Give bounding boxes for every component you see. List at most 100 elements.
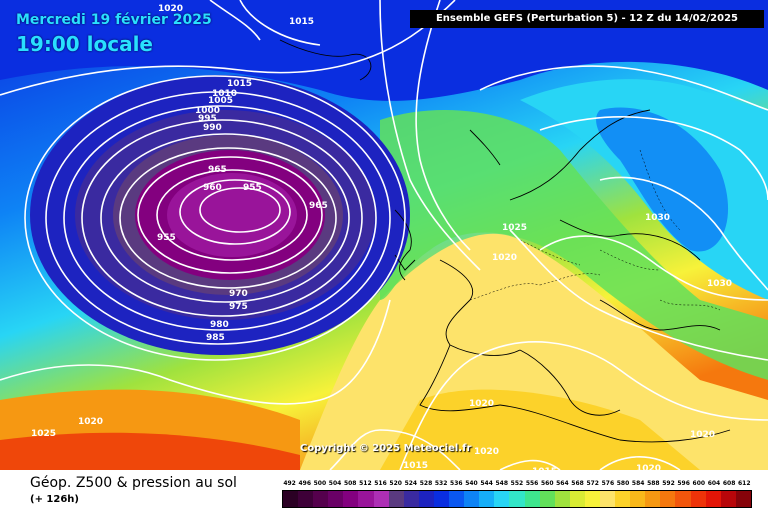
- isobar-label: 970: [229, 289, 248, 299]
- warm-belt-red: [0, 432, 300, 470]
- scale-value-label: 532: [434, 480, 448, 487]
- isobar-label: 955: [243, 183, 262, 193]
- scale-swatch: [479, 491, 495, 507]
- scale-swatch: [584, 491, 600, 507]
- model-run-label: Ensemble GEFS (Perturbation 5) - 12 Z du…: [410, 10, 764, 28]
- isobar-label: 990: [203, 123, 222, 133]
- cold-core-east: [596, 107, 729, 252]
- scale-swatch: [358, 491, 374, 507]
- color-scale-swatches: [282, 490, 752, 508]
- scale-swatch: [539, 491, 555, 507]
- scale-swatch: [720, 491, 736, 507]
- forecast-time: 19:00 locale: [16, 32, 153, 56]
- scale-value-label: 560: [540, 480, 554, 487]
- isobar-label: 995: [198, 114, 217, 124]
- legend-subtitle: (+ 126h): [30, 494, 79, 505]
- isobar-label: 965: [208, 165, 227, 175]
- isobar-label: 1020: [492, 253, 517, 263]
- isobar-label: 1020: [158, 4, 183, 14]
- scale-value-label: 568: [571, 480, 584, 487]
- scale-swatch: [433, 491, 450, 507]
- copyright-notice: Copyright © 2025 Meteociel.fr: [300, 443, 472, 454]
- scale-swatch: [388, 491, 404, 507]
- scale-value-label: 552: [510, 480, 524, 487]
- scale-swatch: [735, 491, 751, 507]
- isobar-label: 1000: [195, 106, 220, 116]
- forecast-date: Mercredi 19 février 2025: [16, 12, 212, 28]
- isobar-label: 965: [309, 201, 328, 211]
- scale-value-label: 572: [586, 480, 599, 487]
- scale-value-label: 496: [298, 480, 311, 487]
- scale-value-label: 500: [313, 480, 327, 487]
- color-scale: 492 496 500 504 508 512 516 520 524 528 532 536 540 5…: [282, 478, 752, 508]
- scale-value-label: 556: [525, 480, 539, 487]
- isobar-label: 1015: [289, 17, 314, 27]
- scale-swatch: [449, 491, 465, 507]
- isobars: [0, 0, 768, 470]
- isobar-label: 1020: [469, 399, 494, 409]
- scale-swatch: [373, 491, 389, 507]
- isobar-label: 1015: [227, 79, 252, 89]
- scale-swatch: [464, 491, 480, 507]
- isobar-label: 975: [229, 302, 248, 312]
- isobar-label: 1030: [645, 213, 670, 223]
- legend-title: Géop. Z500 & pression au sol: [30, 475, 237, 491]
- isobar-label: 1020: [474, 447, 499, 457]
- isobar-label: 955: [157, 233, 176, 243]
- scale-swatch: [283, 491, 299, 507]
- scale-value-label: 576: [601, 480, 615, 487]
- isobar-label: 960: [203, 183, 222, 193]
- color-scale-labels: 492 496 500 504 508 512 516 520 524 528 532 536 540 5…: [282, 478, 752, 490]
- scale-swatch: [494, 491, 510, 507]
- scale-swatch: [328, 491, 344, 507]
- borders: [469, 149, 721, 311]
- scale-value-label: 588: [647, 480, 660, 487]
- scale-swatch: [645, 491, 661, 507]
- legend-footer: Géop. Z500 & pression au sol (+ 126h) 49…: [0, 470, 768, 512]
- isobar-label: 1005: [208, 96, 233, 106]
- scale-swatch: [569, 491, 585, 507]
- scale-value-label: 520: [389, 480, 402, 487]
- isobar-label: 985: [206, 333, 225, 343]
- scale-value-label: 604: [707, 480, 721, 487]
- scale-swatch: [705, 491, 721, 507]
- scale-value-label: 540: [465, 480, 478, 487]
- scale-value-label: 508: [343, 480, 357, 487]
- scale-value-label: 612: [738, 480, 751, 487]
- scale-swatch: [660, 491, 676, 507]
- scale-swatch: [313, 491, 329, 507]
- green-band: [380, 110, 768, 380]
- scale-swatch: [599, 491, 616, 507]
- scale-value-label: 536: [450, 480, 463, 487]
- scale-swatch: [554, 491, 570, 507]
- scale-swatch: [418, 491, 434, 507]
- isobar-label: 1010: [212, 89, 237, 99]
- scale-value-label: 512: [359, 480, 372, 487]
- orange-south: [380, 389, 700, 470]
- scale-swatch: [509, 491, 525, 507]
- scale-swatch: [690, 491, 706, 507]
- isobar-label: 1025: [502, 223, 527, 233]
- geopotential-map: 1020 1015 1015 1010 1005 1000 995 990 96…: [0, 0, 768, 470]
- isobar-label: 1020: [690, 430, 715, 440]
- scale-value-label: 596: [677, 480, 690, 487]
- scale-swatch: [524, 491, 540, 507]
- isobar-label: 1025: [31, 429, 56, 439]
- scale-swatch: [298, 491, 314, 507]
- scale-value-label: 600: [692, 480, 706, 487]
- scale-value-label: 608: [722, 480, 736, 487]
- scale-value-label: 528: [419, 480, 433, 487]
- isobar-label: 1030: [707, 279, 732, 289]
- scale-value-label: 592: [662, 480, 675, 487]
- scale-value-label: 492: [283, 480, 296, 487]
- scale-value-label: 504: [328, 480, 342, 487]
- scale-swatch: [403, 491, 419, 507]
- scale-value-label: 564: [556, 480, 569, 487]
- scale-value-label: 516: [374, 480, 387, 487]
- isobar-label: 1020: [78, 417, 103, 427]
- isobar-label: 1020: [636, 464, 661, 470]
- isobar-label: 1015: [403, 461, 428, 470]
- isobar-labels: 1020 1015 1015 1010 1005 1000 995 990 96…: [31, 4, 732, 470]
- scale-swatch: [615, 491, 631, 507]
